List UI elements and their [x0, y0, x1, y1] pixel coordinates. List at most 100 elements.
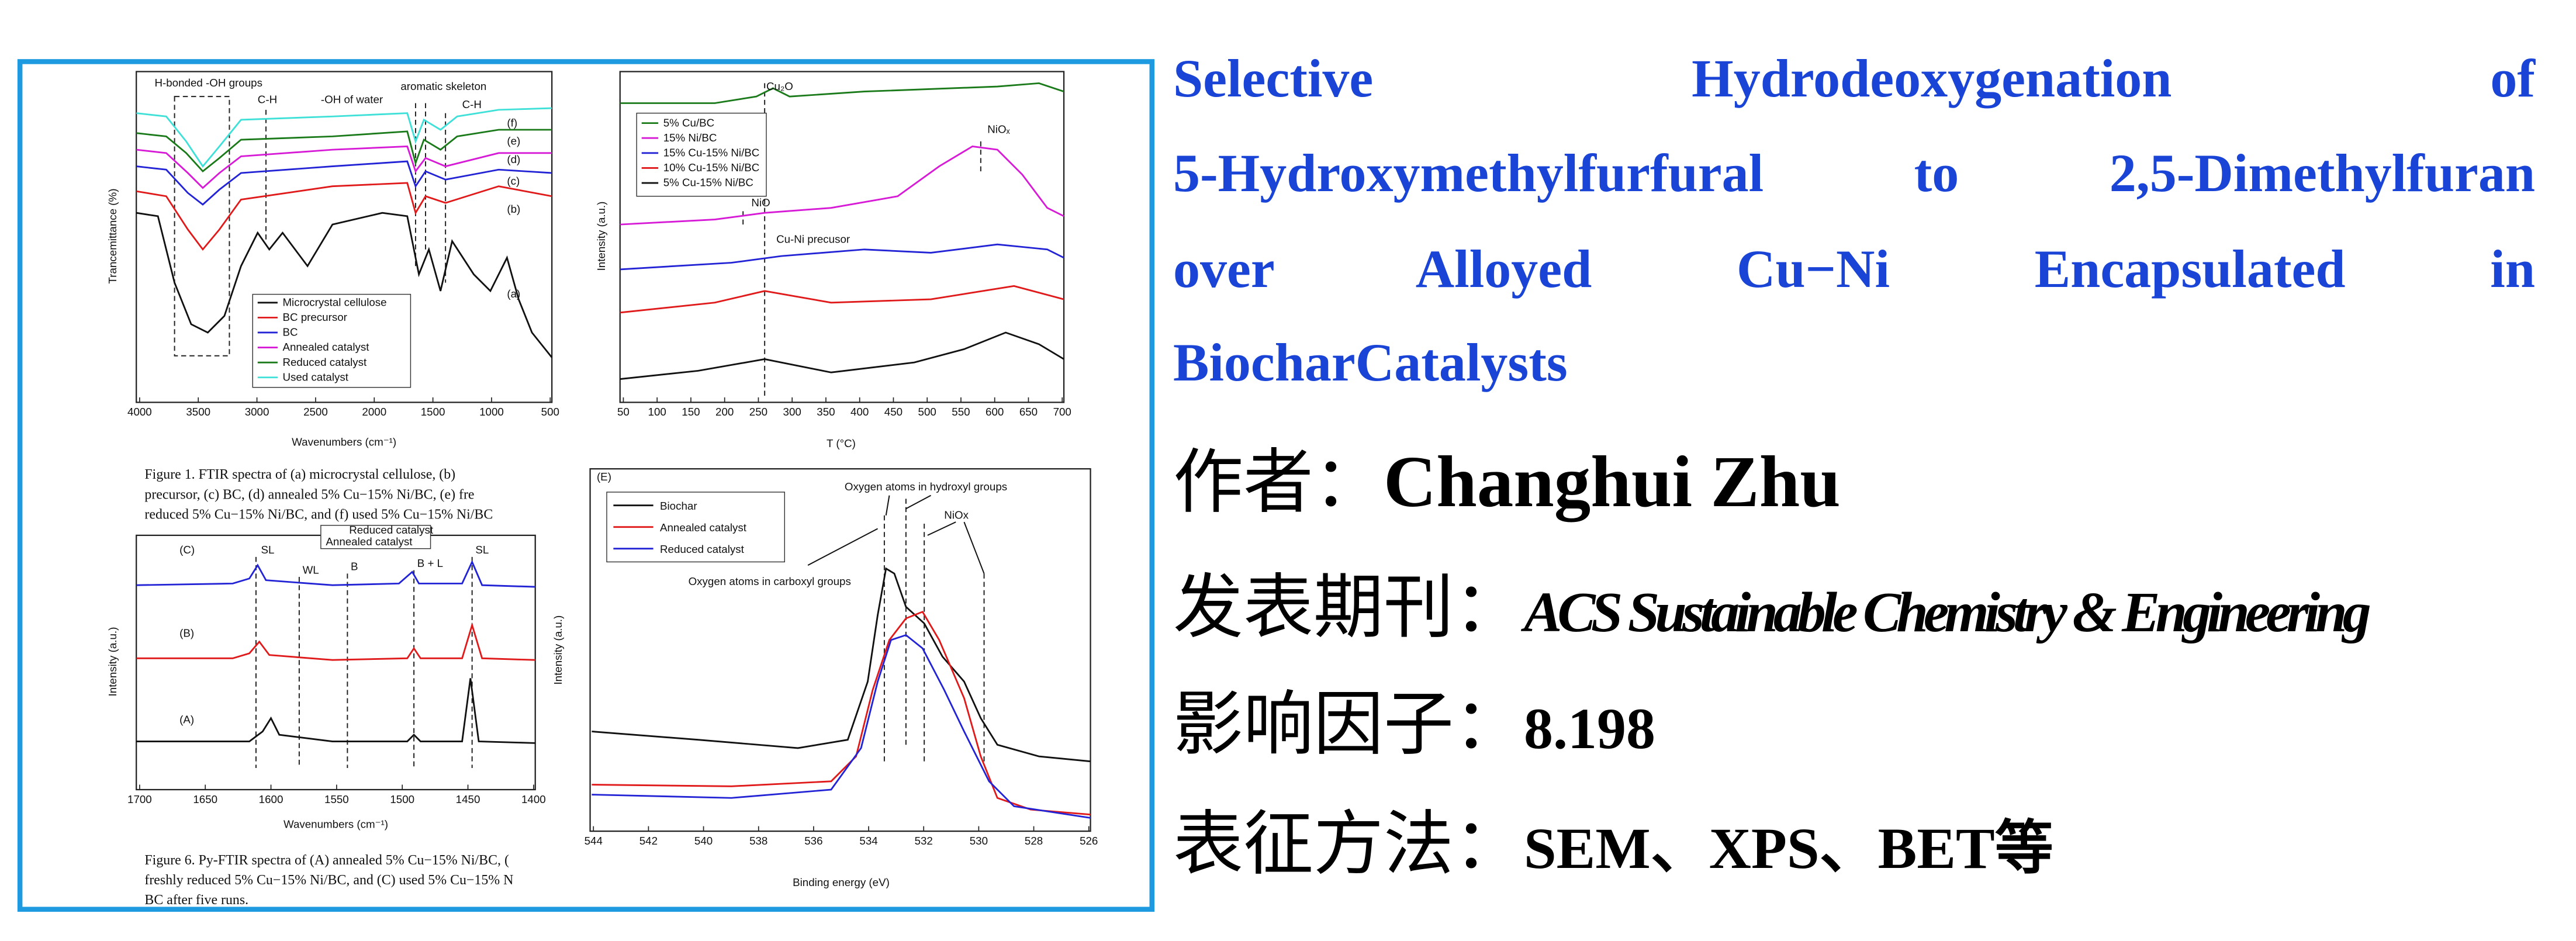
spectrum: [136, 145, 552, 189]
label: 发表期刊：: [1173, 569, 1524, 646]
profile: [620, 285, 1064, 314]
figure-panel: H-bonded -OH groups C-H -OH of water aro…: [17, 59, 1155, 912]
journal-row: 发表期刊：ACS Sustainable Chemistry & Enginee…: [1173, 561, 2371, 655]
x-tick-label: 526: [1080, 835, 1098, 847]
label: 影响因子：: [1173, 686, 1524, 763]
legend-label: Reduced catalyst: [349, 524, 434, 536]
legend-label: 10% Cu-15% Ni/BC: [663, 161, 760, 174]
ftir-frame: [136, 71, 553, 403]
profile: [620, 145, 1064, 226]
legend-label: Reduced catalyst: [282, 356, 367, 368]
curve-label: (d): [507, 153, 520, 165]
x-tick-label: 150: [682, 406, 700, 418]
arrow: [807, 494, 985, 574]
spectrum: [136, 129, 552, 173]
profile: [620, 82, 1064, 104]
x-tick-label: 100: [648, 406, 666, 418]
caption: reduced 5% Cu−15% Ni/BC, and (f) used 5%…: [144, 507, 493, 522]
x-tick-label: 2000: [362, 406, 386, 418]
annotation: SL: [475, 544, 489, 556]
curve-label: (a): [507, 288, 520, 300]
curve-label: (A): [179, 713, 194, 725]
curve-label: (C): [179, 544, 195, 556]
annotation: Oxygen atoms in hydroxyl groups: [845, 480, 1007, 493]
caption: Figure 6. Py-FTIR spectra of (A) anneale…: [144, 853, 509, 868]
x-tick-label: 50: [617, 406, 630, 418]
x-axis-label: T (°C): [827, 437, 856, 449]
x-tick-label: 1700: [127, 793, 152, 805]
value: 8.198: [1524, 696, 1655, 761]
annotation: NiOx: [944, 508, 969, 521]
legend-label: Microcrystal cellulose: [282, 296, 386, 308]
legend-label: Reduced catalyst: [660, 543, 745, 555]
y-axis-label: Intensity (a.u.): [106, 627, 119, 697]
annotation: aromatic skeleton: [400, 80, 486, 92]
curve-label: (c): [507, 175, 520, 187]
annotation: NiO: [751, 196, 770, 209]
x-tick-label: 528: [1025, 835, 1043, 847]
x-tick-label: 650: [1019, 406, 1038, 418]
x-tick-label: 534: [859, 835, 877, 847]
title-line: 5-Hydroxymethylfurfural to 2,5-Dimethylf…: [1173, 143, 2535, 203]
panel-label: (E): [597, 470, 611, 483]
spectrum: [136, 107, 552, 168]
spectrum: [592, 610, 1091, 816]
annotation: WL: [303, 563, 319, 576]
tpr-legend: 5% Cu/BC 15% Ni/BC 15% Cu-15% Ni/BC 10% …: [641, 116, 760, 189]
x-axis-label: Wavenumbers (cm⁻¹): [292, 435, 396, 448]
caption: freshly reduced 5% Cu−15% Ni/BC, and (C)…: [144, 873, 513, 888]
x-tick-label: 700: [1053, 406, 1071, 418]
x-tick-label: 3500: [186, 406, 210, 418]
curve-label: (B): [179, 627, 194, 639]
annotation: C-H: [462, 98, 482, 110]
author-row: 作者：Changhui Zhu: [1173, 435, 1841, 529]
legend-label: Annealed catalyst: [660, 521, 747, 534]
x-tick-label: 250: [749, 406, 767, 418]
legend-label: 15% Cu-15% Ni/BC: [663, 147, 760, 159]
x-tick-label: 542: [639, 835, 658, 847]
ftir-box: [174, 96, 230, 357]
x-axis-label: Binding energy (eV): [793, 876, 890, 888]
legend-box: [320, 525, 431, 549]
annotation: B + L: [417, 557, 443, 569]
x-tick-label: 350: [817, 406, 835, 418]
annotation: Cu₂O: [766, 80, 793, 92]
y-axis-label: Intensity (a.u.): [552, 615, 564, 685]
x-tick-label: 544: [585, 835, 603, 847]
label: 作者：: [1173, 444, 1384, 521]
legend-label: 15% Ni/BC: [663, 132, 717, 144]
x-tick-label: 1400: [521, 793, 546, 805]
curve-label: (b): [507, 203, 520, 215]
value: Changhui Zhu: [1384, 442, 1841, 523]
legend-label: Used catalyst: [282, 371, 348, 383]
panel-border: [17, 59, 1155, 912]
title-line: Selective Hydrodeoxygenation of: [1173, 49, 2535, 108]
x-tick-label: 1500: [390, 793, 414, 805]
annotation: H-bonded -OH groups: [154, 77, 262, 89]
annotation: SL: [261, 544, 274, 556]
x-axis-label: Wavenumbers (cm⁻¹): [283, 818, 388, 830]
title-line: BiocharCatalysts: [1173, 333, 1568, 392]
x-tick-label: 1600: [259, 793, 283, 805]
x-tick-label: 450: [884, 406, 903, 418]
x-tick-label: 1450: [456, 793, 480, 805]
annotation: C-H: [258, 94, 277, 106]
x-tick-label: 550: [952, 406, 970, 418]
impact-row: 影响因子：8.198: [1173, 678, 1655, 772]
label: 表征方法：: [1173, 805, 1524, 883]
methods-row: 表征方法：SEM、XPS、BET等: [1173, 798, 2053, 891]
annotation: B: [351, 561, 358, 573]
spectrum: [136, 160, 552, 206]
x-tick-label: 538: [749, 835, 767, 847]
curve-label: (e): [507, 135, 520, 147]
x-tick-label: 1550: [324, 793, 349, 805]
spectrum: [136, 182, 552, 251]
x-tick-label: 200: [715, 406, 734, 418]
xps-frame: [589, 468, 1091, 832]
x-tick-label: 500: [918, 406, 936, 418]
curve-label: (f): [507, 116, 517, 129]
annotation: NiOₓ: [987, 123, 1010, 136]
caption: BC after five runs.: [144, 892, 248, 908]
x-tick-label: 2500: [303, 406, 328, 418]
